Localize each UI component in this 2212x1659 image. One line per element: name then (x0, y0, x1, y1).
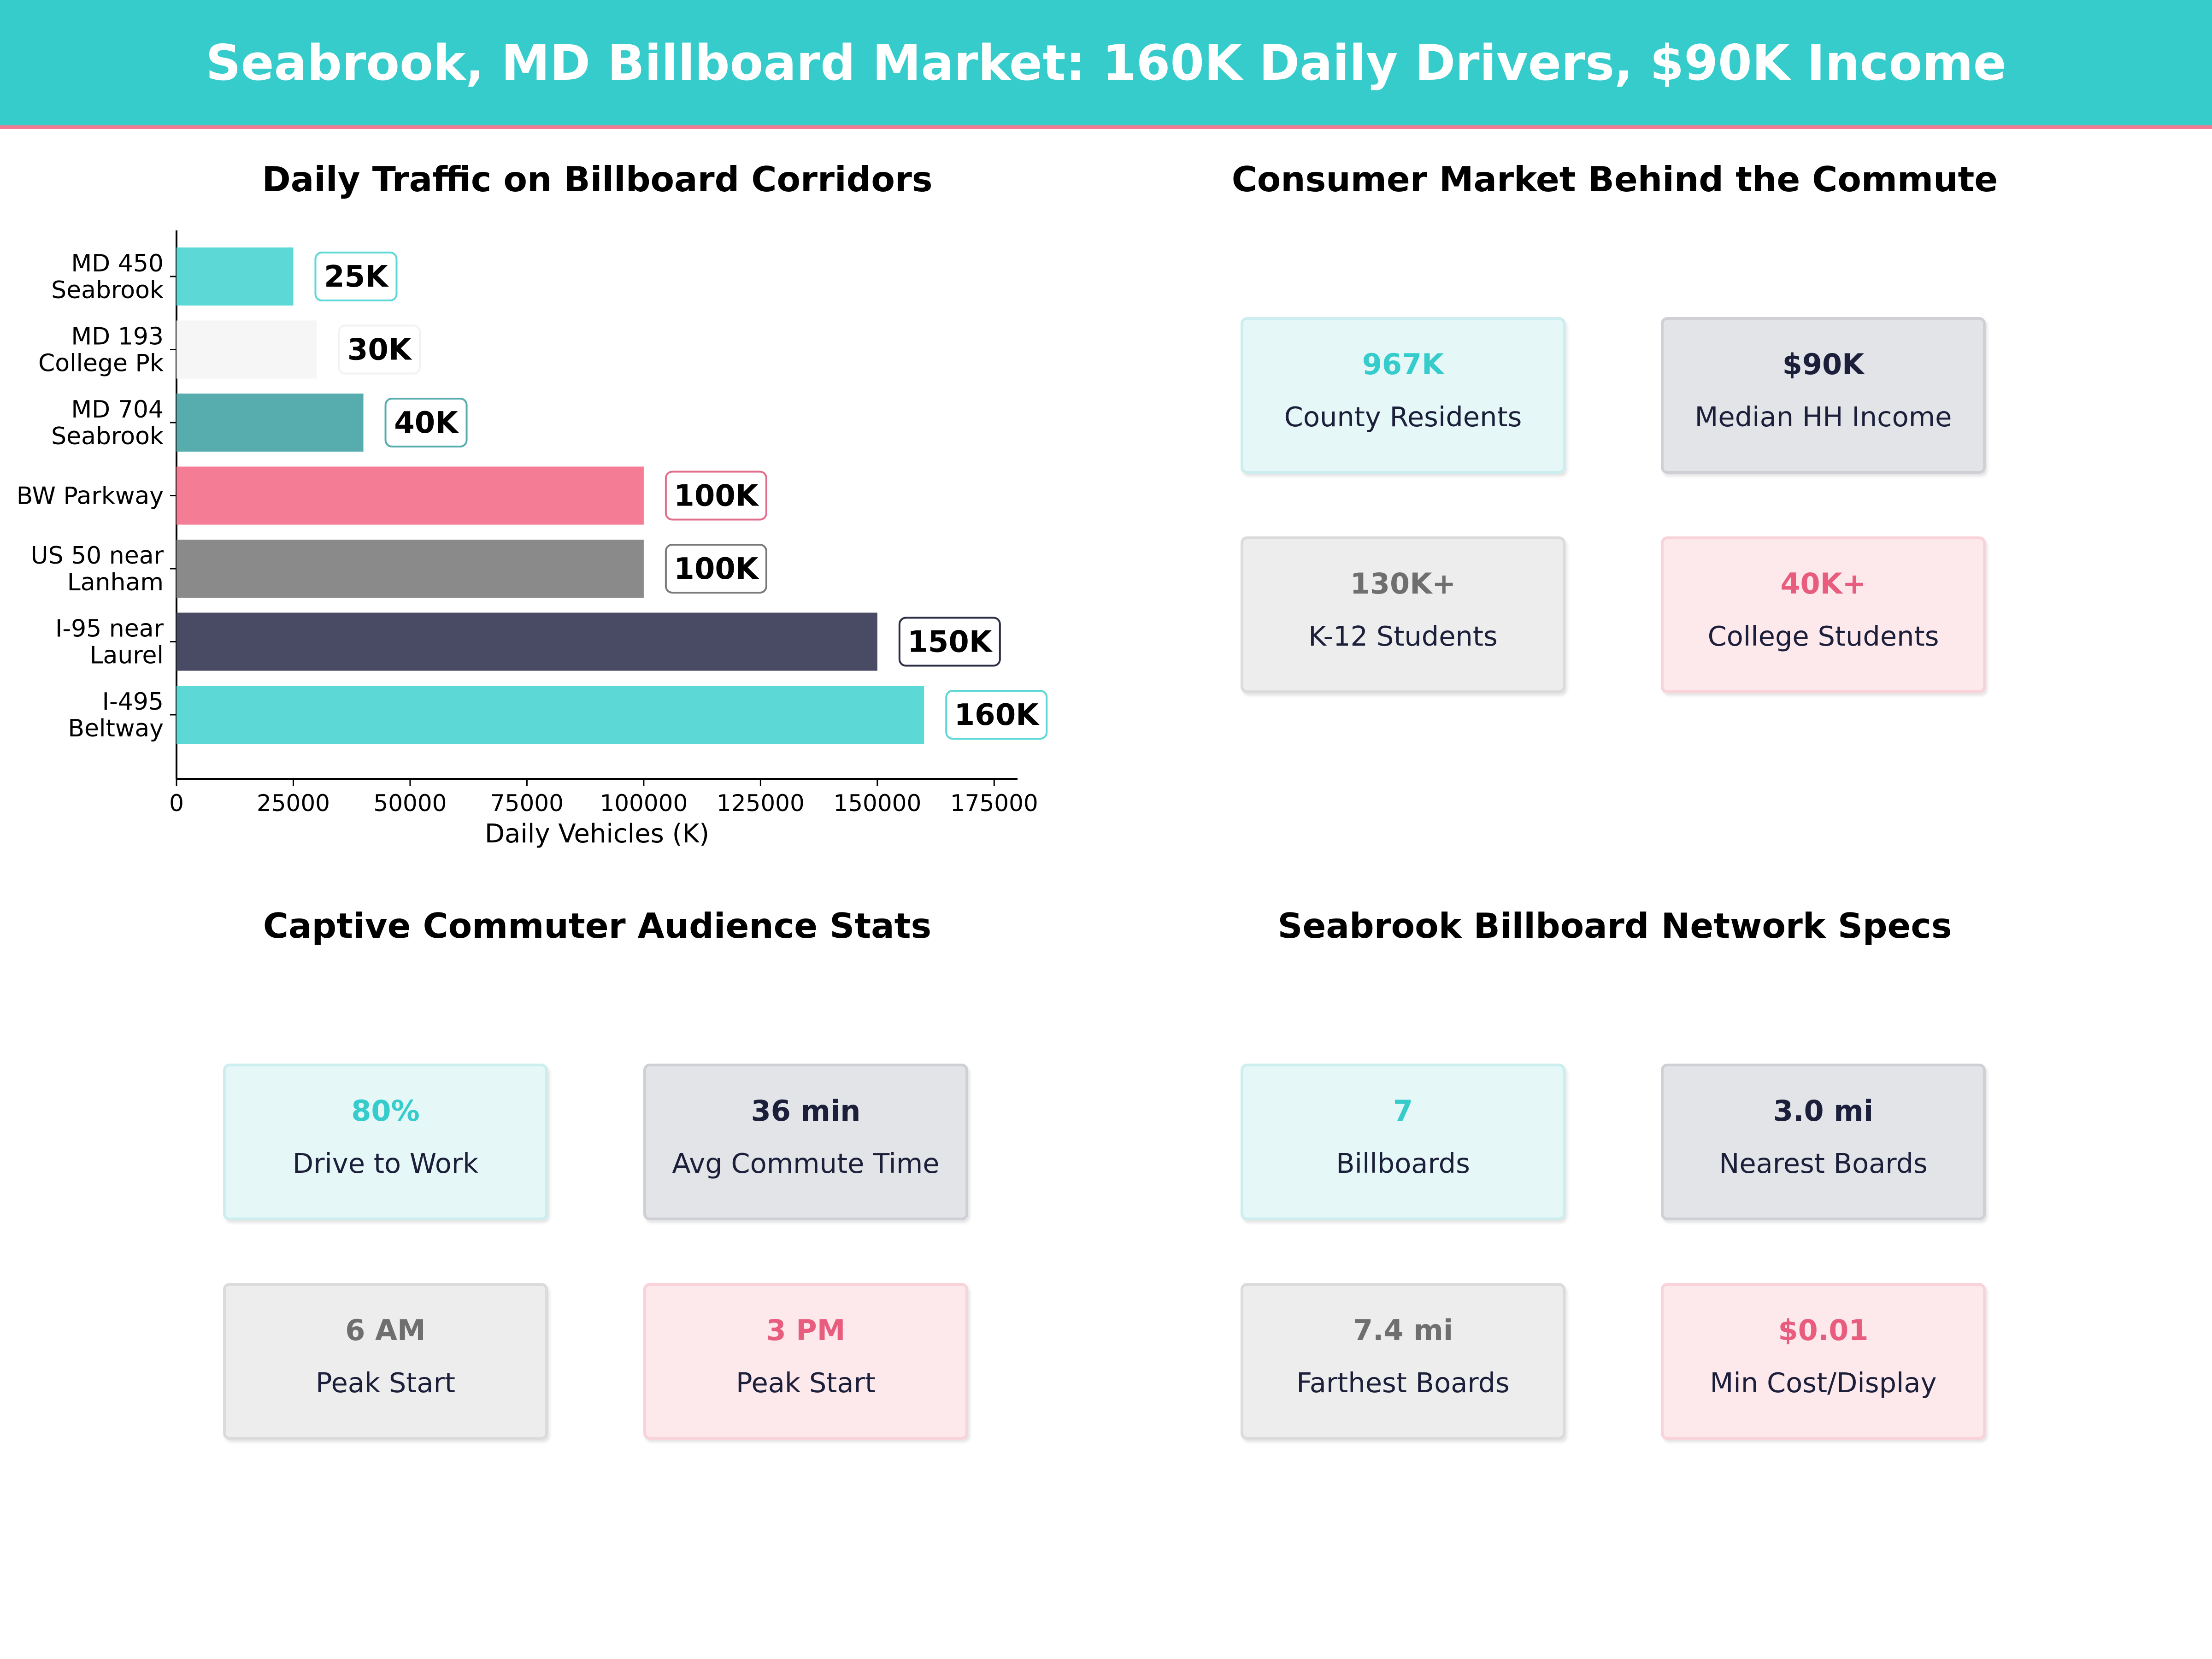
data-label: 160K (954, 698, 1040, 732)
y-tick-label: I-495 Beltway (68, 688, 164, 742)
bar (176, 394, 364, 452)
stat-value: $90K (1782, 347, 1865, 381)
stat-card-drive-to-work: 80% Drive to Work (223, 1064, 548, 1220)
consumer-panel-title: Consumer Market Behind the Commute (1231, 159, 1998, 200)
stat-value: 967K (1362, 347, 1444, 381)
bar (176, 320, 317, 379)
x-tick-label: 50000 (373, 790, 447, 817)
data-label: 30K (347, 333, 412, 367)
x-tick-label: 175000 (950, 790, 1038, 817)
stat-label: K-12 Students (1308, 620, 1498, 652)
stat-label: Billboards (1336, 1147, 1470, 1179)
stat-card-min-cost: $0.01 Min Cost/Display (1661, 1283, 1986, 1440)
data-label-box (665, 471, 767, 521)
stat-value: 7 (1393, 1094, 1413, 1128)
stat-label: Avg Commute Time (672, 1147, 940, 1179)
stat-value: 80% (351, 1094, 420, 1128)
y-tick-label: BW Parkway (17, 482, 164, 510)
stat-card-farthest-boards: 7.4 mi Farthest Boards (1241, 1283, 1565, 1440)
stat-label: Peak Start (316, 1367, 455, 1399)
y-tick-label: MD 704 Seabrook (51, 396, 164, 450)
data-label-box (665, 544, 767, 594)
stat-card-peak-start-am: 6 AM Peak Start (223, 1283, 548, 1440)
y-tick-label: MD 193 College Pk (38, 323, 164, 377)
data-label-box (898, 617, 1001, 667)
bar (176, 247, 294, 306)
x-tick-label: 125000 (717, 790, 805, 817)
data-label: 40K (394, 406, 459, 440)
stat-label: College Students (1707, 620, 1939, 652)
x-tick-label: 100000 (600, 790, 688, 817)
stat-card-median-income: $90K Median HH Income (1661, 317, 1986, 474)
stat-value: 130K+ (1350, 567, 1456, 600)
stat-card-nearest-boards: 3.0 mi Nearest Boards (1661, 1064, 1986, 1220)
stat-value: 7.4 mi (1353, 1313, 1453, 1347)
bar (176, 466, 644, 525)
x-tick-label: 75000 (490, 790, 564, 817)
data-label: 100K (674, 479, 759, 513)
stat-label: Peak Start (736, 1367, 876, 1399)
data-label-box (945, 690, 1048, 740)
network-panel-title: Seabrook Billboard Network Specs (1277, 906, 1952, 946)
stat-card-college-students: 40K+ College Students (1661, 536, 1986, 693)
y-tick-label: MD 450 Seabrook (51, 250, 164, 304)
stat-card-county-residents: 967K County Residents (1241, 317, 1565, 474)
data-label: 150K (907, 625, 993, 659)
stat-card-peak-start-pm: 3 PM Peak Start (643, 1283, 968, 1440)
x-tick-label: 150000 (833, 790, 921, 817)
stat-value: 36 min (751, 1094, 861, 1128)
stat-label: Drive to Work (292, 1147, 479, 1179)
stat-value: $0.01 (1778, 1313, 1869, 1347)
stat-card-k12-students: 130K+ K-12 Students (1241, 536, 1565, 693)
y-tick-label: I-95 near Laurel (55, 615, 164, 670)
stat-value: 40K+ (1780, 567, 1866, 600)
bar (176, 540, 644, 598)
stat-label: Farthest Boards (1296, 1367, 1510, 1399)
stat-label: Median HH Income (1694, 401, 1952, 433)
page-title: Seabrook, MD Billboard Market: 160K Dail… (206, 34, 2006, 91)
audience-panel-title: Captive Commuter Audience Stats (263, 906, 932, 946)
stat-label: County Residents (1284, 401, 1522, 433)
stat-label: Nearest Boards (1719, 1147, 1928, 1179)
x-tick-label: 25000 (257, 790, 330, 817)
x-axis-label: Daily Vehicles (K) (485, 819, 709, 849)
data-label-box (384, 398, 468, 447)
bar (176, 686, 924, 744)
stat-value: 6 AM (345, 1313, 426, 1347)
stat-label: Min Cost/Display (1710, 1367, 1937, 1399)
data-label-box (338, 324, 421, 375)
stat-card-billboards: 7 Billboards (1241, 1064, 1565, 1220)
traffic-chart-title: Daily Traffic on Billboard Corridors (262, 159, 933, 200)
x-tick-label: 0 (169, 790, 184, 817)
traffic-bar-chart: 0 25000 50000 75000 100000 125000 150000 175000… (17, 230, 1048, 849)
y-tick-label: US 50 near Lanham (31, 542, 164, 596)
bar (176, 612, 877, 671)
data-label-box (314, 252, 398, 301)
data-label: 100K (674, 552, 759, 586)
data-label: 25K (324, 260, 389, 294)
header-banner: Seabrook, MD Billboard Market: 160K Dail… (0, 0, 2212, 129)
stat-value: 3 PM (766, 1313, 846, 1347)
stat-value: 3.0 mi (1773, 1094, 1874, 1128)
stat-card-avg-commute: 36 min Avg Commute Time (643, 1064, 968, 1220)
